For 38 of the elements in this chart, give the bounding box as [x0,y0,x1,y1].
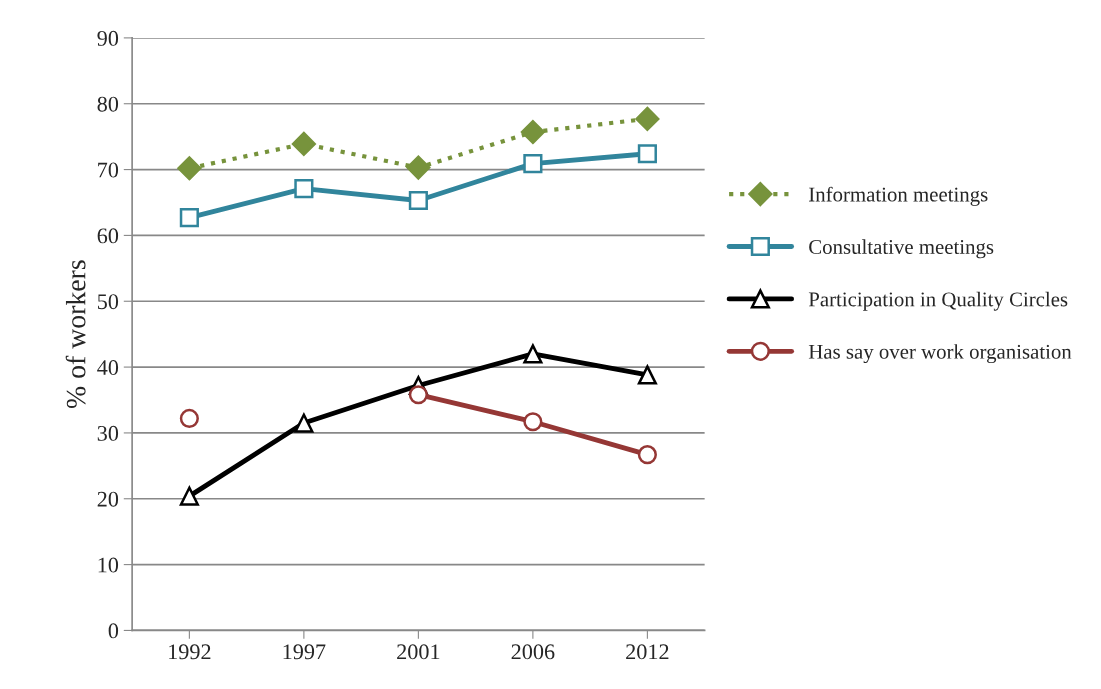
x-tick-label: 1992 [169,644,211,660]
point [179,208,199,228]
y-tick-label: 80 [97,96,119,112]
point [177,156,202,181]
point [291,131,316,156]
y-tick-label: 40 [97,360,119,376]
point [294,179,314,199]
point [637,144,657,164]
y-axis-title: % of workers [65,260,86,409]
point [523,412,543,432]
x-tick-label: 2006 [511,644,555,660]
point [523,344,543,364]
point [520,119,545,145]
point [523,154,543,174]
y-tick-label: 20 [97,491,119,507]
x-tick-label: 1997 [283,644,326,660]
point [294,413,314,433]
x-tick-label: 2001 [397,644,440,660]
y-tick-label: 30 [97,425,119,441]
legend-label: Information meetings [809,186,988,206]
point [637,365,657,385]
y-tick-label: 0 [108,623,119,639]
legend-label: Participation in Quality Circles [808,291,1068,311]
legend-label: Has say over work organisation [808,344,1072,364]
point [408,190,428,211]
legend-label: Consultative meetings [809,239,994,259]
point [635,106,660,131]
x-tick-label: 2012 [626,644,669,660]
point [179,408,199,429]
point [637,445,657,465]
point [406,155,431,180]
y-tick-label: 10 [98,557,119,573]
point [179,486,199,506]
point [408,385,428,405]
y-tick-label: 70 [98,162,119,178]
y-tick-label: 50 [98,294,119,310]
y-tick-label: 60 [97,228,119,244]
y-tick-label: 90 [97,30,119,46]
